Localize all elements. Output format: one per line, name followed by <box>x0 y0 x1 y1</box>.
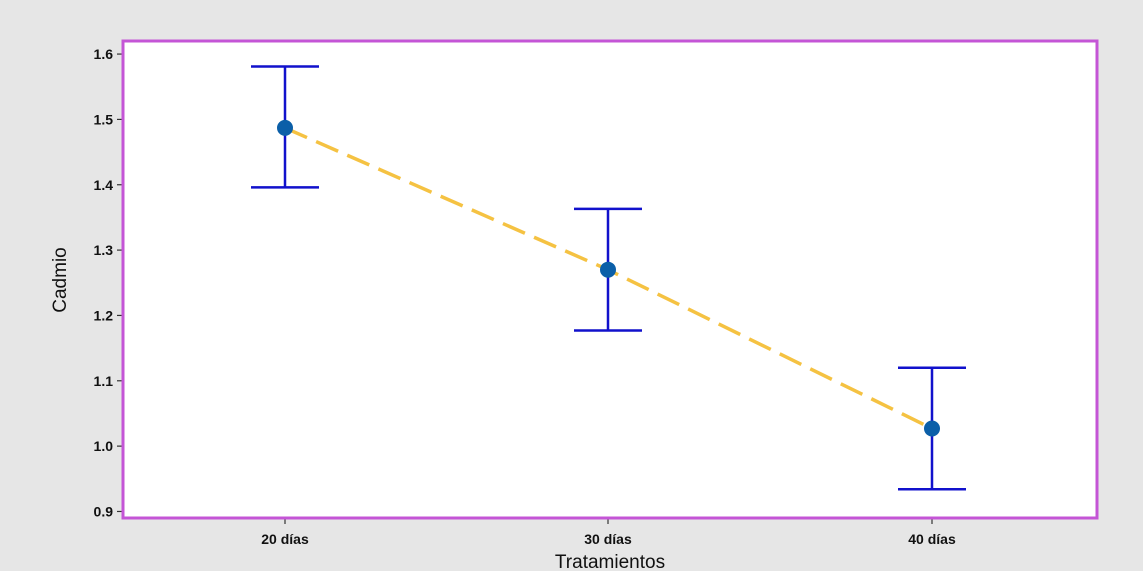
x-tick-label: 20 días <box>261 531 309 547</box>
plot-border <box>121 39 1099 520</box>
y-axis-title: Cadmio <box>50 247 71 312</box>
plot-area <box>123 41 1097 518</box>
y-tick-label: 1.5 <box>94 111 114 127</box>
mean-point <box>924 420 940 437</box>
x-axis-title: Tratamientos <box>555 552 665 571</box>
mean-points <box>277 119 940 437</box>
y-tick-label: 1.6 <box>94 46 114 62</box>
y-tick-label: 1.1 <box>94 373 114 389</box>
mean-point <box>277 119 293 136</box>
y-tick-label: 1.4 <box>94 177 114 193</box>
y-tick-label: 1.3 <box>94 242 114 258</box>
y-tick-label: 1.2 <box>94 307 114 323</box>
x-tick-label: 30 días <box>584 531 632 547</box>
x-tick-label: 40 días <box>908 531 956 547</box>
y-axis: 0.9 1.0 1.1 1.2 1.3 1.4 1.5 1.6 <box>94 46 123 519</box>
y-tick-label: 1.0 <box>94 438 114 454</box>
mean-point <box>600 261 616 278</box>
error-bars <box>251 65 966 491</box>
y-tick-label: 0.9 <box>94 503 114 519</box>
x-axis: 20 días 30 días 40 días <box>261 518 956 547</box>
